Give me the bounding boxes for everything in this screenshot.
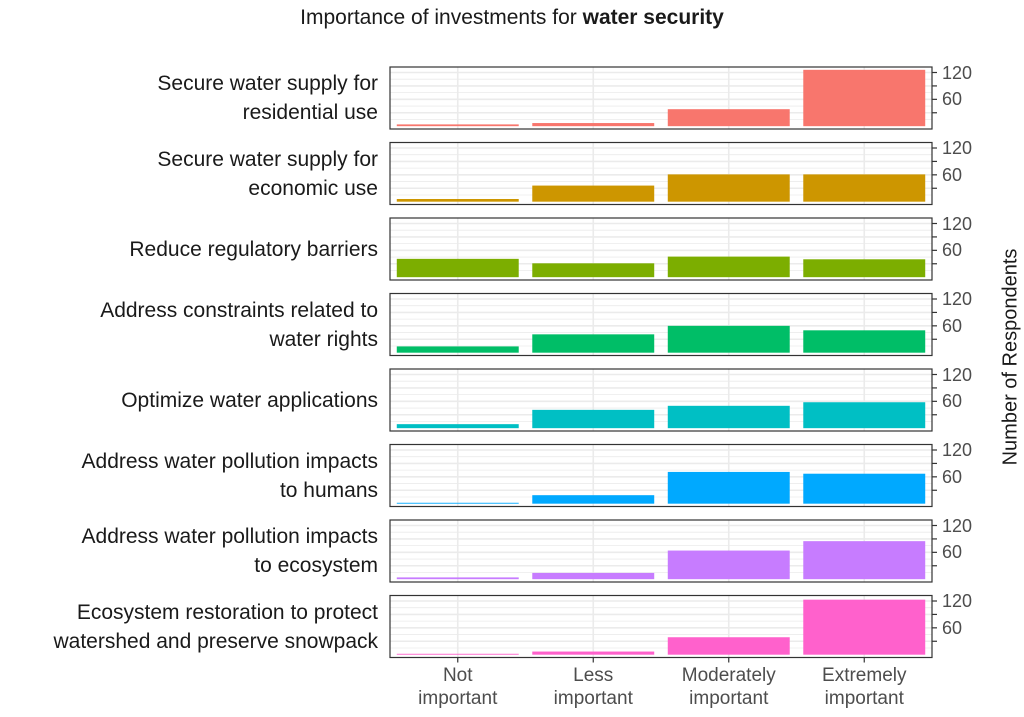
y-tick-label: 60	[942, 466, 963, 487]
bar	[396, 653, 519, 655]
y-tick-label: 60	[942, 391, 963, 412]
bar	[803, 541, 926, 580]
bar	[667, 471, 790, 504]
facet-label: Address water pollution impacts to humans	[81, 449, 378, 502]
bar	[803, 69, 926, 127]
y-tick-label: 60	[942, 164, 963, 185]
panel-border	[389, 519, 933, 583]
x-tick-label: Not important	[418, 665, 498, 709]
bar	[532, 409, 655, 429]
panel-border	[389, 217, 933, 281]
y-tick-label: 60	[942, 89, 963, 110]
panel-border	[389, 292, 933, 357]
facet-label: Address constraints related to water righ…	[100, 298, 378, 351]
facet-label: Secure water supply for residential use	[157, 72, 378, 124]
y-tick-label: 60	[942, 315, 963, 336]
bar	[396, 124, 519, 127]
panel-border	[389, 368, 933, 432]
bar	[803, 174, 926, 202]
facet-label: Reduce regulatory barriers	[129, 237, 378, 261]
y-tick-label: 120	[942, 364, 973, 385]
y-tick-label: 120	[942, 138, 973, 158]
bar	[532, 334, 655, 353]
facet-label: Secure water supply for economic use	[157, 147, 378, 200]
panel-border	[389, 141, 933, 206]
bar	[396, 258, 519, 278]
bar	[803, 473, 926, 504]
x-tick-label: Moderately important	[681, 665, 776, 709]
title-bold-text: water security	[582, 6, 724, 29]
bar	[667, 256, 790, 278]
y-tick-label: 120	[942, 289, 973, 309]
bar	[667, 174, 790, 202]
panel-border	[389, 443, 933, 508]
bar	[396, 198, 519, 202]
y-tick-label: 120	[942, 440, 973, 460]
title-text: Importance of investments for	[300, 6, 583, 29]
bar	[803, 259, 926, 278]
bar	[532, 123, 655, 127]
bar	[667, 325, 790, 353]
bar	[667, 405, 790, 429]
bar	[803, 330, 926, 353]
y-tick-label: 120	[942, 213, 973, 234]
bar	[532, 495, 655, 504]
bar	[532, 263, 655, 278]
facet-label: Address water pollution impacts to ecosys…	[81, 525, 378, 577]
bar	[803, 599, 926, 655]
bar	[803, 402, 926, 429]
bar	[396, 346, 519, 353]
bar	[532, 572, 655, 580]
y-tick-label: 60	[942, 542, 963, 563]
y-tick-label: 120	[942, 515, 973, 536]
x-tick-label: Less important	[553, 665, 633, 709]
facet-label: Optimize water applications	[121, 388, 378, 412]
y-tick-label: 120	[942, 62, 973, 83]
chart-title: Importance of investments for water secu…	[0, 6, 1024, 30]
x-tick-label: Extremely important	[822, 665, 907, 709]
bar	[532, 185, 655, 202]
bar	[396, 424, 519, 429]
facet-label: Ecosystem restoration to protect watershe…	[53, 600, 378, 653]
y-axis-label: Number of Respondents	[999, 248, 1022, 466]
y-tick-label: 60	[942, 240, 963, 261]
bar	[532, 651, 655, 655]
y-tick-label: 120	[942, 591, 973, 611]
panel-border	[389, 594, 933, 659]
bar	[667, 637, 790, 655]
bar	[396, 577, 519, 580]
bar	[667, 109, 790, 127]
panel-border	[389, 66, 933, 130]
bar	[667, 550, 790, 580]
bar	[396, 502, 519, 504]
y-tick-label: 60	[942, 617, 963, 638]
